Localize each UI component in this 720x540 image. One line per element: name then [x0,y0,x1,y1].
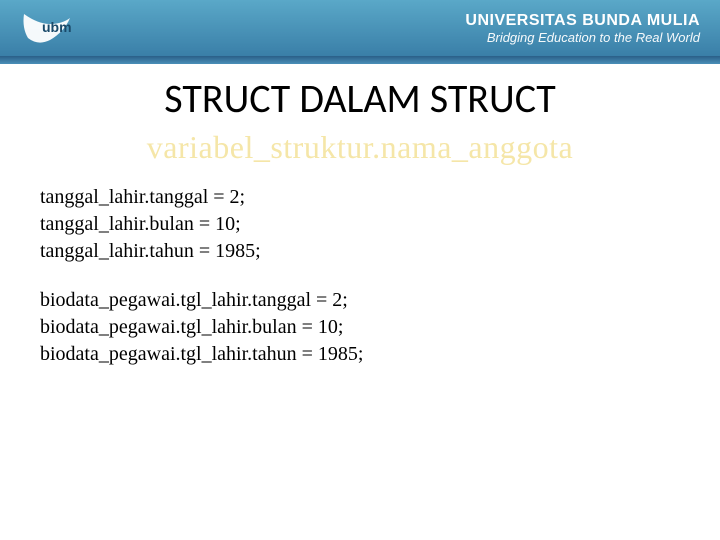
code-block-2: biodata_pegawai.tgl_lahir.tanggal = 2; b… [40,287,680,368]
code-line: biodata_pegawai.tgl_lahir.bulan = 10; [40,314,680,341]
slide-header: ubm UNIVERSITAS BUNDA MULIA Bridging Edu… [0,0,720,56]
svg-text:ubm: ubm [42,19,72,35]
ubm-logo-icon: ubm [20,10,76,46]
code-line: tanggal_lahir.tahun = 1985; [40,238,680,265]
university-tagline: Bridging Education to the Real World [465,30,700,45]
slide-subtitle: variabel_struktur.nama_anggota [40,129,680,166]
university-name: UNIVERSITAS BUNDA MULIA [465,12,700,30]
code-block-1: tanggal_lahir.tanggal = 2; tanggal_lahir… [40,184,680,265]
slide-content: STRUCT DALAM STRUCT variabel_struktur.na… [0,56,720,368]
code-line: tanggal_lahir.bulan = 10; [40,211,680,238]
header-border [0,56,720,64]
code-line: tanggal_lahir.tanggal = 2; [40,184,680,211]
code-line: biodata_pegawai.tgl_lahir.tanggal = 2; [40,287,680,314]
code-line: biodata_pegawai.tgl_lahir.tahun = 1985; [40,341,680,368]
slide-title: STRUCT DALAM STRUCT [40,74,680,123]
logo-block: ubm [20,10,76,46]
university-text: UNIVERSITAS BUNDA MULIA Bridging Educati… [465,12,700,45]
